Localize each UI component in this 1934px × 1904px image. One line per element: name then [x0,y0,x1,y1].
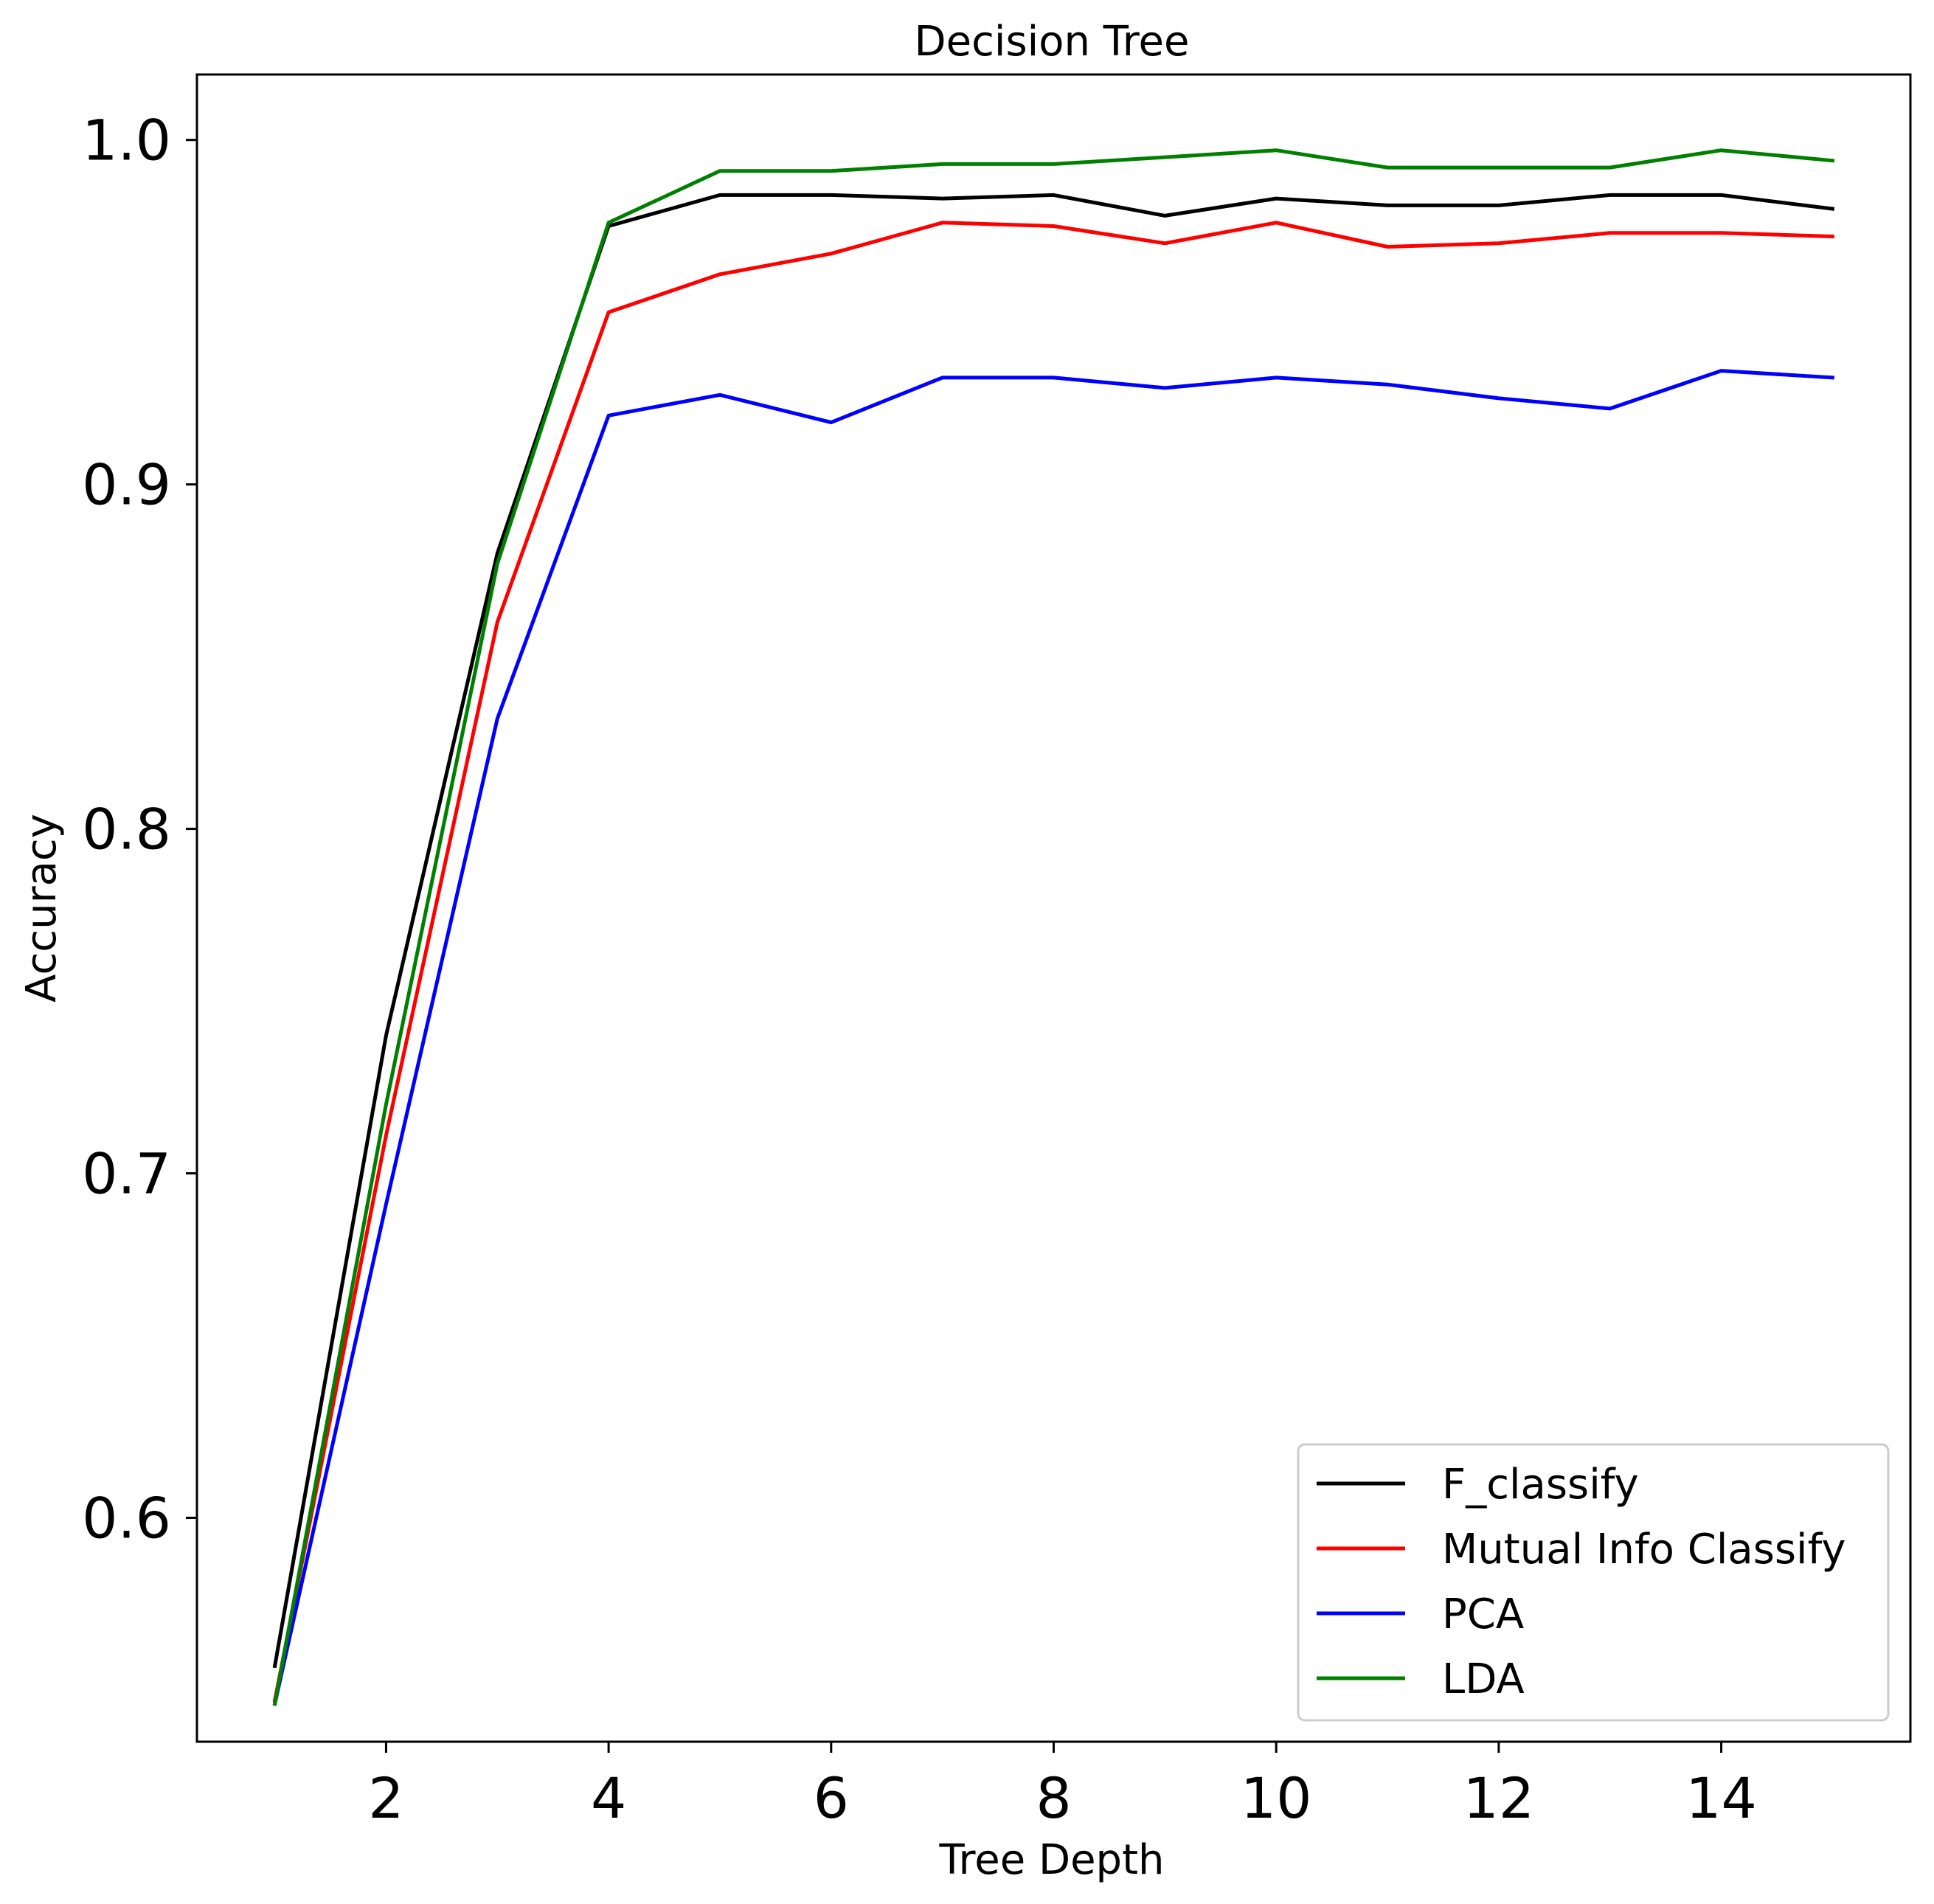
y-axis-label: Accuracy [18,814,66,1003]
x-tick-label: 10 [1241,1765,1312,1831]
legend-label: Mutual Info Classify [1442,1526,1845,1574]
y-tick-label: 1.0 [82,108,171,173]
series-line-3 [272,148,1835,1706]
plot-area-frame [195,73,1912,1743]
chart-title: Decision Tree [915,18,1190,66]
series-layer [272,148,1835,1706]
x-tick-label: 12 [1463,1765,1535,1831]
series-line-1 [272,221,1834,1703]
x-tick-label: 4 [591,1765,626,1831]
x-tick-label: 14 [1685,1765,1757,1831]
legend-label: F_classify [1442,1461,1639,1509]
series-line-2 [272,369,1835,1706]
x-tick-label: 2 [368,1765,403,1831]
x-tick-label: 8 [1036,1765,1071,1831]
legend: F_classify Mutual Info Classify PCA LDA [1297,1443,1890,1722]
y-tick-label: 0.9 [82,452,171,518]
y-tick-label: 0.8 [82,797,171,862]
legend-label: LDA [1442,1655,1525,1703]
tick-layer: 2 4 6 8 10 12 14 0.6 0.7 0.8 0.9 1.0 [82,108,1757,1831]
y-tick-label: 0.7 [82,1141,171,1207]
x-axis-label: Tree Depth [938,1836,1164,1884]
x-tick-label: 6 [814,1765,849,1831]
legend-frame [1297,1443,1890,1722]
legend-label: PCA [1442,1590,1524,1638]
y-tick-label: 0.6 [82,1485,171,1551]
